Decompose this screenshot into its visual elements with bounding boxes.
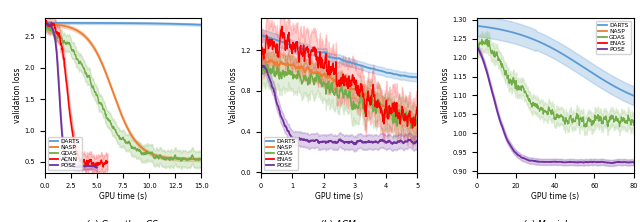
Text: (a) Coauthor CS.: (a) Coauthor CS. [86,220,161,222]
Y-axis label: validation loss: validation loss [13,68,22,123]
X-axis label: GPU time (s): GPU time (s) [531,192,579,201]
Text: (b) ACM.: (b) ACM. [320,220,358,222]
X-axis label: GPU time (s): GPU time (s) [99,192,147,201]
Legend: DARTS, NASP, GDAS, ENAS, POSE: DARTS, NASP, GDAS, ENAS, POSE [596,21,630,54]
Y-axis label: Validation loss: Validation loss [228,68,238,123]
Legend: DARTS, NASP, GDAS, ACNN, POSE: DARTS, NASP, GDAS, ACNN, POSE [48,137,83,170]
Text: (c) MovieLens.: (c) MovieLens. [523,220,588,222]
X-axis label: GPU time (s): GPU time (s) [315,192,364,201]
Y-axis label: validation loss: validation loss [441,68,450,123]
Legend: DARTS, NASP, GDAS, ENAS, POSE: DARTS, NASP, GDAS, ENAS, POSE [264,137,298,170]
